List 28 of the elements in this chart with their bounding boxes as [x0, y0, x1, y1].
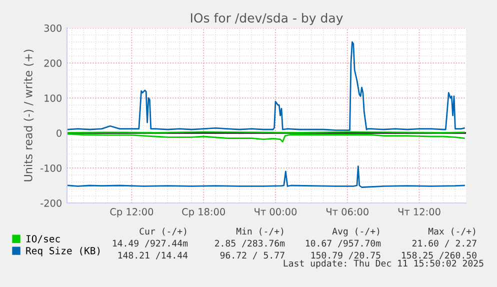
text: Cur (-/+)	[140, 228, 186, 236]
text: Last update: Thu Dec 11 15:50:02 2025	[284, 260, 484, 268]
text: 96.72 / 5.77	[220, 252, 284, 260]
text: Min (-/+)	[236, 228, 284, 236]
legend-label: Req Size (KB)	[26, 246, 100, 256]
text: 21.60 / 2.27	[412, 240, 476, 248]
y-tick-label: -200	[40, 199, 62, 207]
text: 150.79 /20.75	[311, 252, 380, 260]
x-tick-label: Ср 18:00	[182, 208, 225, 218]
y-tick-label: 300	[44, 24, 62, 32]
text: 10.67 /957.70m	[306, 240, 381, 248]
y-tick-label: 200	[44, 59, 62, 67]
y-tick-label: 0	[56, 129, 62, 137]
text: 158.25 /260.50	[402, 252, 476, 260]
legend-label: IO/sec	[26, 235, 60, 244]
text: Avg (-/+)	[332, 228, 380, 236]
x-tick-label: Чт 12:00	[398, 208, 440, 216]
y-tick-label: -100	[40, 164, 62, 172]
text: Max (-/+)	[428, 228, 476, 236]
x-tick-label: Ср 12:00	[110, 208, 154, 218]
text: 2.85 /283.76m	[215, 240, 285, 248]
y-tick-label: 100	[44, 94, 62, 102]
x-tick-label: Чт 00:00	[254, 208, 297, 216]
text: 148.21 /14.44	[118, 252, 188, 260]
text: 14.49 /927.44m	[112, 240, 188, 248]
y-axis-title: Units read (-) / write (+)	[24, 50, 34, 182]
x-tick-label: Чт 06:00	[326, 208, 368, 216]
chart-title: IOs for /dev/sda - by day	[190, 12, 343, 26]
